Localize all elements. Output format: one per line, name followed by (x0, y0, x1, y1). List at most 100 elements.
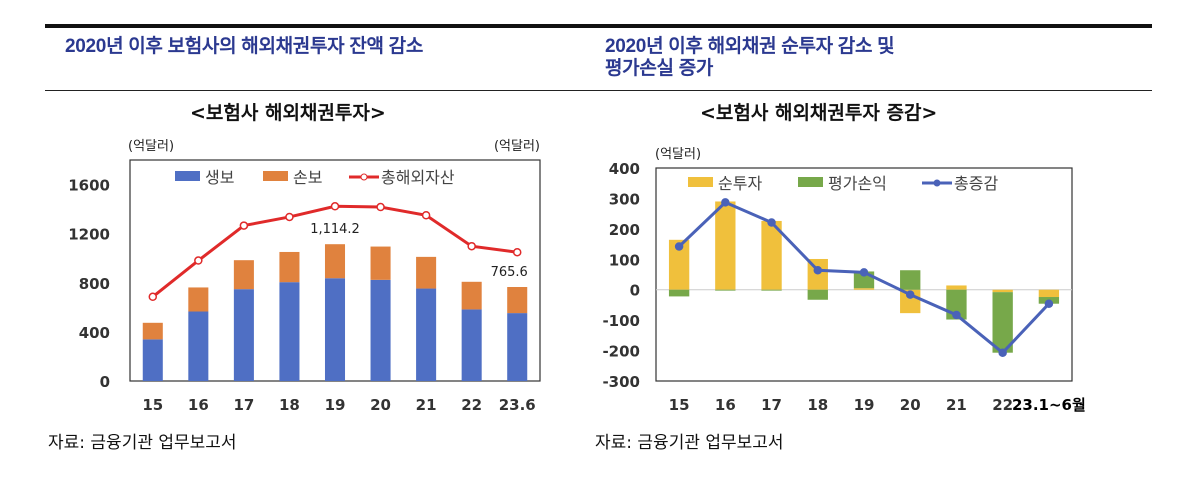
unit-label-left: (억달러) (128, 139, 174, 154)
line-point-총해외자산 (376, 202, 385, 212)
x-tick-label: 19 (854, 396, 875, 414)
x-tick-label: 17 (761, 396, 782, 414)
bar-평가손익 (715, 289, 736, 291)
unit-label-right: (억달러) (494, 139, 540, 154)
line-point-총해외자산 (467, 241, 476, 251)
line-point-총증감 (767, 218, 776, 227)
line-point-총해외자산 (148, 292, 158, 302)
plot-frame (655, 167, 1073, 382)
headline-right: 2020년 이후 해외채권 순투자 감소 및 평가손실 증가 (605, 36, 895, 80)
bar-생보 (233, 289, 254, 381)
x-tick-label: 15 (142, 396, 163, 414)
data-label: 1,114.2 (310, 222, 360, 237)
bar-손보 (461, 281, 482, 310)
x-tick-label: 16 (715, 396, 736, 414)
headline-left: 2020년 이후 보험사의 해외채권투자 잔액 감소 (65, 36, 424, 57)
bar-생보 (324, 278, 346, 381)
bar-순투자 (668, 239, 690, 290)
bar-생보 (507, 313, 528, 381)
bar-순투자 (853, 288, 875, 290)
chart-overseas-bond-change: -300 -200 -100 0 100 200 300 400 15 16 17 18 19 20 21 2… (602, 147, 1086, 414)
y-tick-label: 100 (609, 251, 640, 269)
line-point-총해외자산 (330, 202, 340, 211)
legend-label-순투자: 순투자 (718, 174, 762, 193)
y-tick-label: 1600 (68, 177, 110, 195)
data-label: 765.6 (491, 265, 528, 280)
line-point-총해외자산 (421, 211, 431, 220)
bar-생보 (461, 309, 482, 381)
top-rule (45, 24, 1152, 28)
y-tick-label: 200 (609, 221, 640, 239)
line-point-총해외자산 (512, 247, 522, 257)
line-point-총증감 (674, 242, 684, 251)
bar-생보 (188, 311, 209, 381)
y-tick-label: 1200 (68, 226, 110, 244)
x-tick-label: 20 (900, 396, 921, 414)
bar-손보 (279, 251, 300, 283)
x-tick-label: 20 (370, 396, 391, 414)
unit-label-left: (억달러) (655, 147, 701, 162)
x-tick-label: 23.1~6월 (1012, 396, 1086, 414)
bar-순투자 (715, 201, 736, 290)
line-point-총증감 (721, 198, 730, 207)
bar-순투자 (992, 289, 1013, 293)
line-point-총증감 (859, 268, 869, 277)
x-tick-label: 23.6 (499, 396, 536, 414)
chart1-title: <보험사 해외채권투자> (190, 102, 386, 124)
y-tick-label: 400 (79, 324, 110, 342)
x-tick-label: 19 (325, 396, 346, 414)
x-tick-label: 15 (669, 396, 690, 414)
bar-순투자 (1038, 289, 1060, 298)
x-tick-label: 22 (992, 396, 1013, 414)
line-point-총해외자산 (239, 221, 249, 230)
x-tick-label: 18 (279, 396, 300, 414)
y-tick-label: -300 (602, 373, 640, 391)
legend-label-총해외자산: 총해외자산 (381, 168, 455, 187)
bar-손보 (324, 244, 346, 279)
y-tick-label: 400 (609, 160, 640, 178)
bar-생보 (142, 339, 163, 381)
legend-swatch-평가손익 (798, 177, 823, 187)
bar-생보 (416, 288, 437, 381)
chart2-title: <보험사 해외채권투자 증감> (700, 102, 938, 124)
legend-swatch-순투자 (688, 177, 713, 187)
source-right: 자료: 금융기관 업무보고서 (595, 433, 784, 453)
bar-손보 (507, 287, 528, 314)
line-point-총증감 (813, 265, 823, 275)
bar-평가손익 (900, 270, 921, 290)
legend-marker-총해외자산 (360, 173, 368, 181)
bar-손보 (142, 322, 163, 340)
x-tick-label: 16 (188, 396, 209, 414)
y-tick-label: 800 (79, 275, 110, 293)
x-tick-label: 21 (416, 396, 437, 414)
legend-label-손보: 손보 (293, 168, 322, 187)
line-point-총증감 (1044, 299, 1054, 308)
headline-right-line2: 평가손실 증가 (605, 58, 714, 79)
line-point-총증감 (952, 310, 961, 320)
bar-손보 (370, 246, 391, 280)
bar-손보 (416, 256, 437, 289)
y-tick-label: 300 (609, 190, 640, 208)
line-point-총해외자산 (285, 212, 294, 222)
x-tick-label: 17 (233, 396, 254, 414)
line-point-총증감 (905, 290, 915, 299)
divider-rule (45, 90, 1152, 91)
bar-생보 (370, 279, 391, 381)
y-tick-label: -100 (602, 312, 640, 330)
bar-손보 (188, 287, 209, 312)
legend-label-평가손익: 평가손익 (828, 174, 887, 193)
bar-생보 (279, 282, 300, 381)
bar-순투자 (946, 285, 967, 290)
legend-label-총증감: 총증감 (954, 174, 998, 193)
legend-marker-총증감 (933, 179, 941, 187)
chart-insurer-overseas-bonds: 0 400 800 1200 1600 15 16 17 18 19 20 21 22 23.6 (억달러)… (68, 139, 541, 414)
legend-swatch-생보 (175, 171, 200, 181)
legend-label-생보: 생보 (205, 168, 234, 187)
y-tick-label: 0 (630, 282, 640, 300)
legend-swatch-손보 (263, 171, 288, 181)
bar-평가손익 (992, 292, 1013, 353)
headline-right-line1: 2020년 이후 해외채권 순투자 감소 및 (605, 36, 895, 57)
y-tick-label: 0 (100, 373, 110, 391)
bar-평가손익 (761, 289, 782, 291)
